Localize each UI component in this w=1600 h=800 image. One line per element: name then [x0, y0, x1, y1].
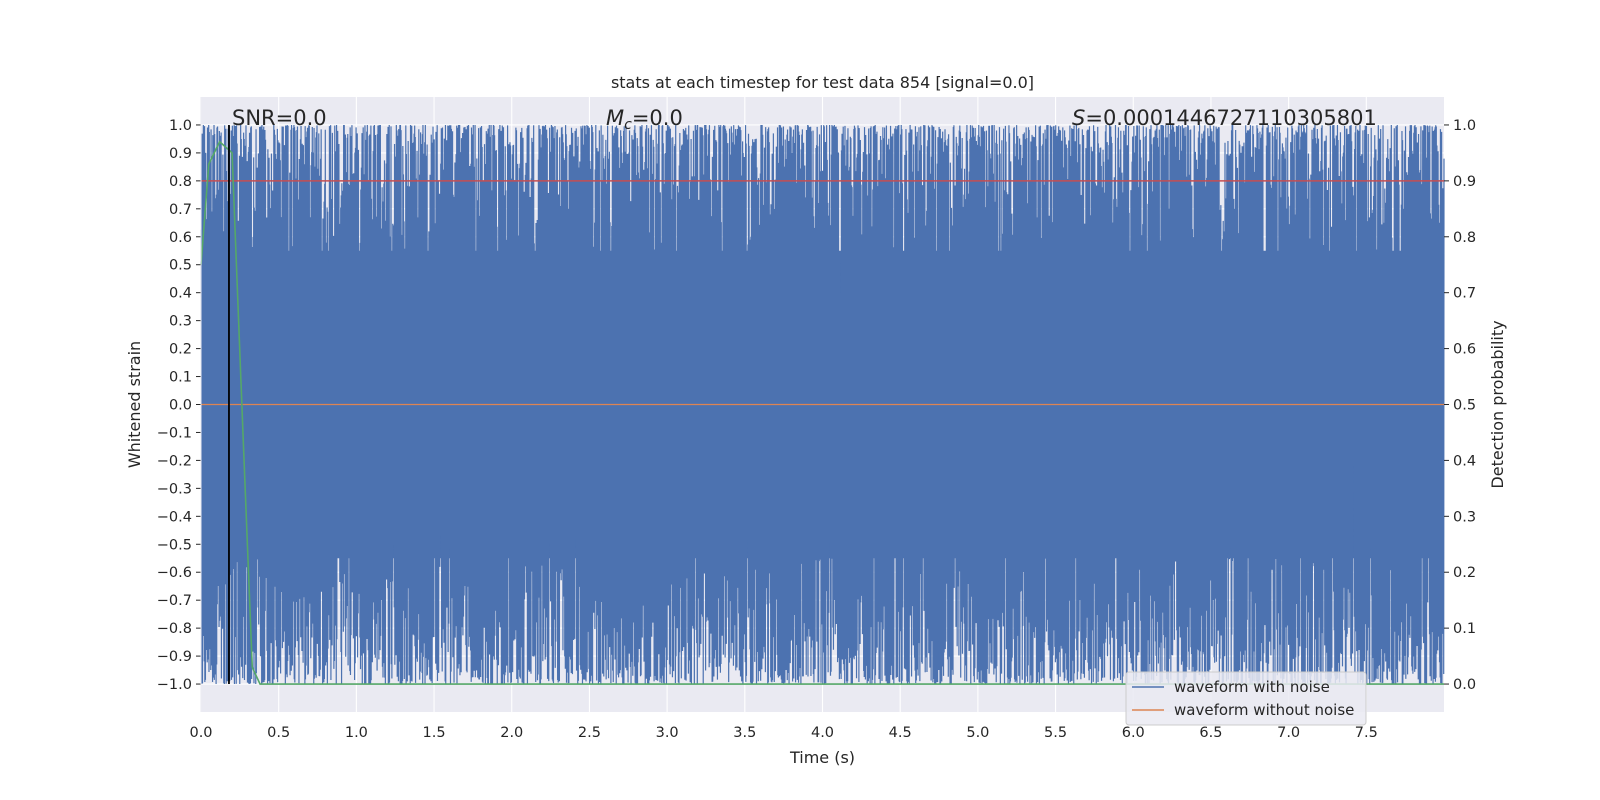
s-symbol: S	[1072, 106, 1085, 130]
y-tick-label: 0.8	[169, 174, 192, 190]
y-tick-label: −0.6	[157, 565, 192, 581]
y-tick-label: −0.5	[157, 537, 192, 553]
waveform-with-noise-line	[200, 124, 1445, 685]
y-right-tick-label: 0.4	[1453, 453, 1476, 469]
y-tick-label: −0.9	[157, 649, 192, 665]
mc-symbol: M	[606, 106, 624, 130]
y-right-tick-label: 0.0	[1453, 677, 1476, 693]
x-tick-label: 0.5	[267, 725, 290, 741]
x-tick-label: 5.5	[1044, 725, 1067, 741]
y-tick-label: −0.8	[157, 621, 192, 637]
mc-value: =0.0	[632, 106, 683, 130]
y-tick-label: −0.4	[157, 509, 192, 525]
y-right-tick-label: 0.7	[1453, 286, 1476, 302]
axes: 0.0 0.5 1.0 1.5 2.0 2.5 3.0 3.5 4.0 4.5 5.0 5.5 6.0 6…	[157, 97, 1476, 741]
x-axis-label: Time (s)	[789, 748, 855, 767]
y-tick-label: 0.2	[169, 342, 192, 358]
x-tick-label: 7.5	[1355, 725, 1378, 741]
mc-subscript: c	[624, 117, 632, 133]
y-tick-label: 1.0	[169, 118, 192, 134]
legend: waveform with noise waveform without noi…	[1125, 671, 1367, 726]
y-axis-right-label: Detection probability	[1488, 320, 1507, 488]
y-tick-label: 0.5	[169, 258, 192, 274]
y-right-tick-label: 1.0	[1453, 118, 1476, 134]
x-tick-label: 1.0	[345, 725, 368, 741]
x-tick-label: 7.0	[1277, 725, 1300, 741]
y-right-tick-label: 0.5	[1453, 398, 1476, 414]
y-right-tick-label: 0.9	[1453, 174, 1476, 190]
s-annotation: S=0.0001446727110305801	[1072, 106, 1377, 130]
x-tick-label: 3.0	[656, 725, 679, 741]
y-tick-label: −0.1	[157, 425, 192, 441]
snr-annotation: SNR=0.0	[232, 106, 327, 130]
y-tick-label: 0.7	[169, 202, 192, 218]
legend-label-noise: waveform with noise	[1174, 678, 1330, 696]
x-tick-label: 2.0	[500, 725, 523, 741]
x-tick-label: 6.0	[1122, 725, 1145, 741]
y-right-tick-label: 0.1	[1453, 621, 1476, 637]
y-tick-label: −0.2	[157, 453, 192, 469]
x-tick-label: 1.5	[423, 725, 446, 741]
chirp-mass-annotation: Mc=0.0	[606, 106, 683, 133]
y-tick-label: 0.3	[169, 314, 192, 330]
y-right-tick-label: 0.8	[1453, 230, 1476, 246]
legend-label-clean: waveform without noise	[1174, 701, 1354, 719]
y-right-tick-label: 0.6	[1453, 342, 1476, 358]
overlay-lines	[200, 124, 1444, 685]
y-tick-label: −1.0	[157, 677, 192, 693]
x-tick-label: 5.0	[966, 725, 989, 741]
detection-probability-line	[200, 140, 1444, 685]
y-tick-label: −0.7	[157, 593, 192, 609]
x-tick-label: 3.5	[733, 725, 756, 741]
x-tick-label: 0.0	[189, 725, 212, 741]
x-tick-label: 4.0	[811, 725, 834, 741]
y-tick-label: 0.1	[169, 370, 192, 386]
legend-box	[1125, 671, 1367, 726]
y-right-tick-label: 0.3	[1453, 509, 1476, 525]
y-tick-label: 0.4	[169, 286, 192, 302]
y-tick-label: 0.0	[169, 398, 192, 414]
y-tick-label: −0.3	[157, 481, 192, 497]
x-tick-label: 6.5	[1199, 725, 1222, 741]
chart-title: stats at each timestep for test data 854…	[611, 73, 1034, 92]
y-tick-label: 0.6	[169, 230, 192, 246]
x-tick-label: 4.5	[889, 725, 912, 741]
s-value: =0.0001446727110305801	[1085, 106, 1377, 130]
y-tick-label: 0.9	[169, 146, 192, 162]
y-right-tick-label: 0.2	[1453, 565, 1476, 581]
y-axis-label: Whitened strain	[125, 341, 144, 468]
x-tick-label: 2.5	[578, 725, 601, 741]
